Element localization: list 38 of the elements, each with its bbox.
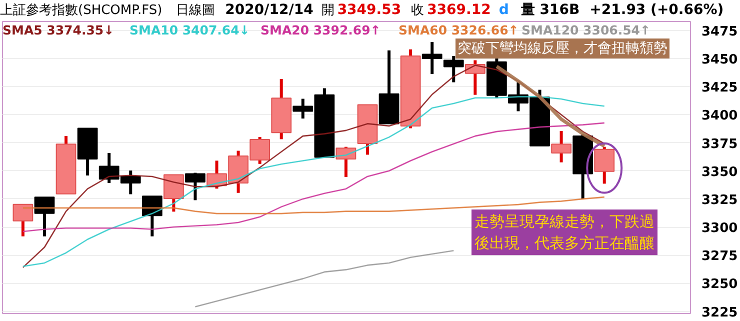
- chart-subtitle: 日線圖: [176, 2, 216, 20]
- line-series: [22, 122, 606, 232]
- text: SMA5 3374.35↓: [2, 22, 114, 38]
- y-tick-label: 3450: [702, 52, 738, 68]
- y-tick-label: 3225: [702, 305, 738, 320]
- candlestick: [164, 174, 184, 212]
- line-series: [194, 250, 454, 308]
- text: 開: [321, 2, 334, 20]
- candlestick: [551, 131, 572, 162]
- y-tick-label: 3250: [702, 277, 738, 292]
- text: SMA20 3392.69↑: [260, 22, 381, 38]
- text: d: [498, 1, 509, 20]
- annotation: 走勢呈現孕線走勢，下跌過後出現，代表多方正在醞釀: [474, 212, 654, 252]
- text: 量 316B: [520, 1, 580, 20]
- candlestick: [34, 196, 55, 236]
- candlestick: [185, 172, 206, 200]
- text: +21.93 (+0.66%): [590, 1, 724, 20]
- candlestick: [12, 204, 34, 236]
- text: 3369.12: [427, 1, 491, 20]
- y-tick-label: 3425: [702, 80, 738, 96]
- y-tick-label: 3275: [702, 249, 738, 264]
- y-tick-label: 3325: [702, 192, 738, 208]
- candlestick: [594, 146, 615, 184]
- candlestick: [422, 42, 442, 74]
- y-tick-label: 3350: [702, 164, 738, 180]
- text: SMA120 3306.54↑: [522, 22, 650, 38]
- y-tick-label: 3400: [702, 108, 738, 124]
- chart-title: 上証參考指數(SHCOMP.FS): [0, 2, 162, 20]
- y-tick-label: 3475: [702, 24, 738, 40]
- candlestick: [443, 56, 464, 82]
- text: SMA60 3326.66↑: [398, 22, 519, 38]
- annotation: 突破下彎均線反壓，才會扭轉頹勢: [458, 40, 668, 56]
- text: 收: [411, 2, 424, 20]
- y-tick-label: 3300: [702, 221, 738, 236]
- text: 2020/12/14: [225, 1, 314, 20]
- text: 3349.53: [337, 1, 402, 20]
- y-tick-label: 3375: [702, 136, 738, 152]
- text: SMA10 3407.64↓: [130, 22, 250, 38]
